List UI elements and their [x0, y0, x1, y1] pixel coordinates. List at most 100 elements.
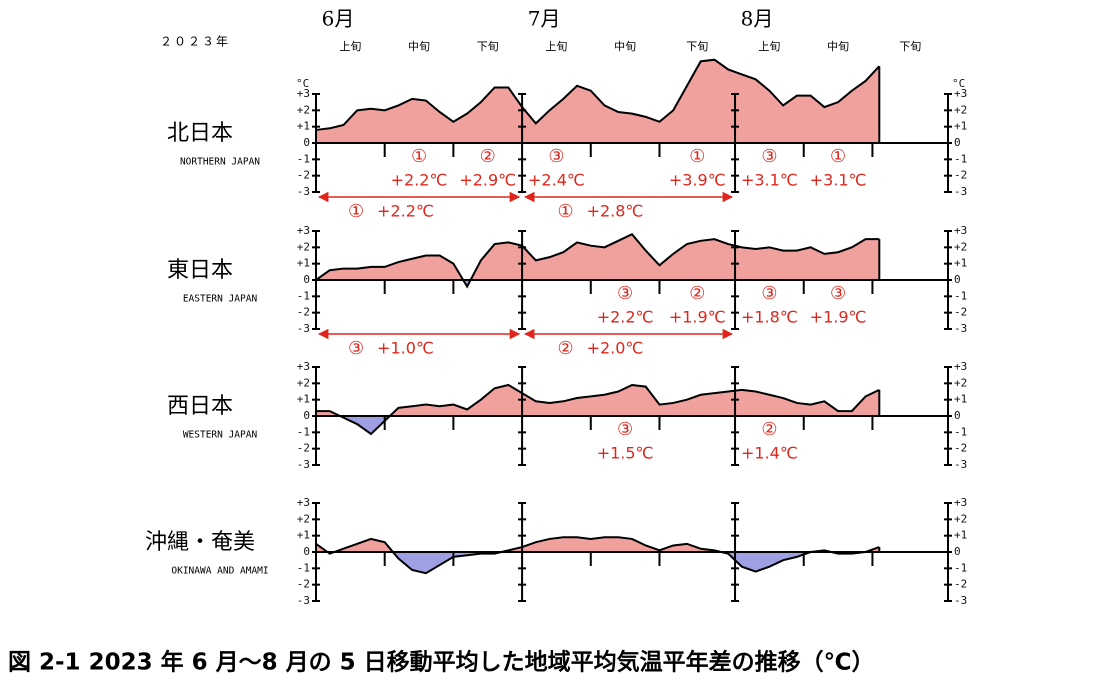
- area-negative: [316, 552, 880, 574]
- dekad-label: 中旬: [408, 40, 430, 53]
- line: [316, 383, 880, 436]
- y-tick-label: +2: [954, 103, 967, 116]
- anomaly-label: +1.5℃: [597, 444, 654, 463]
- region-name-en: OKINAWA AND AMAMI: [171, 566, 268, 577]
- y-tick-label: +3: [297, 496, 310, 509]
- anomaly-label: +2.8℃: [587, 202, 644, 221]
- y-tick-label: +3: [297, 360, 310, 373]
- rank: ③: [617, 283, 633, 304]
- anomaly-label: +2.2℃: [377, 202, 434, 221]
- y-tick-label: +1: [954, 393, 967, 406]
- region-name-en: EASTERN JAPAN: [183, 294, 258, 305]
- y-tick-label: 0: [954, 136, 961, 149]
- rank: ②: [480, 146, 496, 167]
- rank: ③: [548, 146, 564, 167]
- y-tick-label: -3: [954, 458, 967, 471]
- y-tick-label: -2: [954, 169, 967, 182]
- dekad-label: 上旬: [339, 40, 361, 53]
- anomaly-label: +1.0℃: [377, 339, 434, 358]
- unit-label: °C: [296, 77, 309, 90]
- y-tick-label: 0: [954, 545, 961, 558]
- y-tick-label: -2: [954, 306, 967, 319]
- rank: ②: [761, 419, 777, 440]
- region-name: 東日本: [167, 258, 233, 283]
- y-tick-label: -3: [297, 185, 310, 198]
- rank: ③: [617, 419, 633, 440]
- y-tick-label: +2: [954, 512, 967, 525]
- y-tick-label: +1: [954, 257, 967, 270]
- line: [315, 58, 881, 131]
- y-tick-label: -1: [297, 561, 310, 574]
- dekad-label: 上旬: [545, 40, 567, 53]
- y-tick-label: -1: [297, 289, 310, 302]
- y-tick-label: +2: [954, 376, 967, 389]
- region-name-en: NORTHERN JAPAN: [180, 157, 260, 168]
- anomaly-label: +3.9℃: [669, 171, 726, 190]
- y-tick-label: -1: [297, 425, 310, 438]
- year-label: ２０２３年: [160, 35, 230, 49]
- y-tick-label: -2: [297, 578, 310, 591]
- y-tick-label: +3: [297, 87, 310, 100]
- y-tick-label: +3: [954, 496, 967, 509]
- y-tick-label: +3: [954, 224, 967, 237]
- rank: ①: [348, 201, 364, 222]
- anomaly-label: +2.2℃: [391, 171, 448, 190]
- caption: 図 2-1 2023 年 6 月～8 月の 5 日移動平均した地域平均気温平年差…: [8, 649, 875, 676]
- y-tick-label: +1: [297, 529, 310, 542]
- y-tick-label: -2: [297, 306, 310, 319]
- y-tick-label: -1: [954, 425, 967, 438]
- y-tick-label: 0: [303, 409, 310, 422]
- dekad-label: 中旬: [614, 40, 636, 53]
- anomaly-label: +2.4℃: [528, 171, 585, 190]
- anomaly-label: +1.8℃: [741, 308, 798, 327]
- y-tick-label: 0: [303, 545, 310, 558]
- y-tick-label: -3: [954, 185, 967, 198]
- dekad-label: 中旬: [827, 40, 849, 53]
- anomaly-label: +2.2℃: [597, 308, 654, 327]
- rank: ②: [689, 283, 705, 304]
- anomaly-label: +3.1℃: [741, 171, 798, 190]
- y-tick-label: -3: [954, 322, 967, 335]
- line: [315, 536, 880, 575]
- y-tick-label: +2: [297, 103, 310, 116]
- anomaly-label: +3.1℃: [810, 171, 867, 190]
- anomaly-label: +1.9℃: [669, 308, 726, 327]
- anomaly-label: +2.9℃: [459, 171, 516, 190]
- region-name: 北日本: [167, 121, 233, 146]
- y-tick-label: 0: [954, 273, 961, 286]
- y-tick-label: +1: [297, 393, 310, 406]
- rank: ③: [761, 146, 777, 167]
- rank: ②: [557, 338, 573, 359]
- y-tick-label: +1: [297, 257, 310, 270]
- y-tick-label: +3: [954, 87, 967, 100]
- y-tick-label: +1: [954, 120, 967, 133]
- y-tick-label: +2: [297, 240, 310, 253]
- dekad-label: 下旬: [899, 40, 921, 53]
- y-tick-label: 0: [303, 273, 310, 286]
- y-tick-label: -3: [297, 458, 310, 471]
- area-positive: [316, 384, 880, 416]
- y-tick-label: -2: [954, 578, 967, 591]
- y-tick-label: -1: [297, 152, 310, 165]
- y-tick-label: +2: [954, 240, 967, 253]
- y-tick-label: 0: [303, 136, 310, 149]
- region-name: 西日本: [167, 394, 233, 419]
- rank: ①: [830, 146, 846, 167]
- y-tick-label: -2: [297, 169, 310, 182]
- y-tick-label: -1: [954, 561, 967, 574]
- region-name: 沖縄・奄美: [145, 530, 255, 555]
- rank: ③: [348, 338, 364, 359]
- area-positive: [316, 234, 880, 280]
- unit-label: °C: [952, 77, 965, 90]
- month-label: 6月: [322, 7, 355, 31]
- month-label: 8月: [741, 7, 774, 31]
- y-tick-label: +3: [954, 360, 967, 373]
- y-tick-label: 0: [954, 409, 961, 422]
- rank: ①: [689, 146, 705, 167]
- y-tick-label: -3: [297, 594, 310, 607]
- rank: ①: [411, 146, 427, 167]
- region-name-en: WESTERN JAPAN: [183, 430, 258, 441]
- y-tick-label: -1: [954, 152, 967, 165]
- y-tick-label: -2: [954, 442, 967, 455]
